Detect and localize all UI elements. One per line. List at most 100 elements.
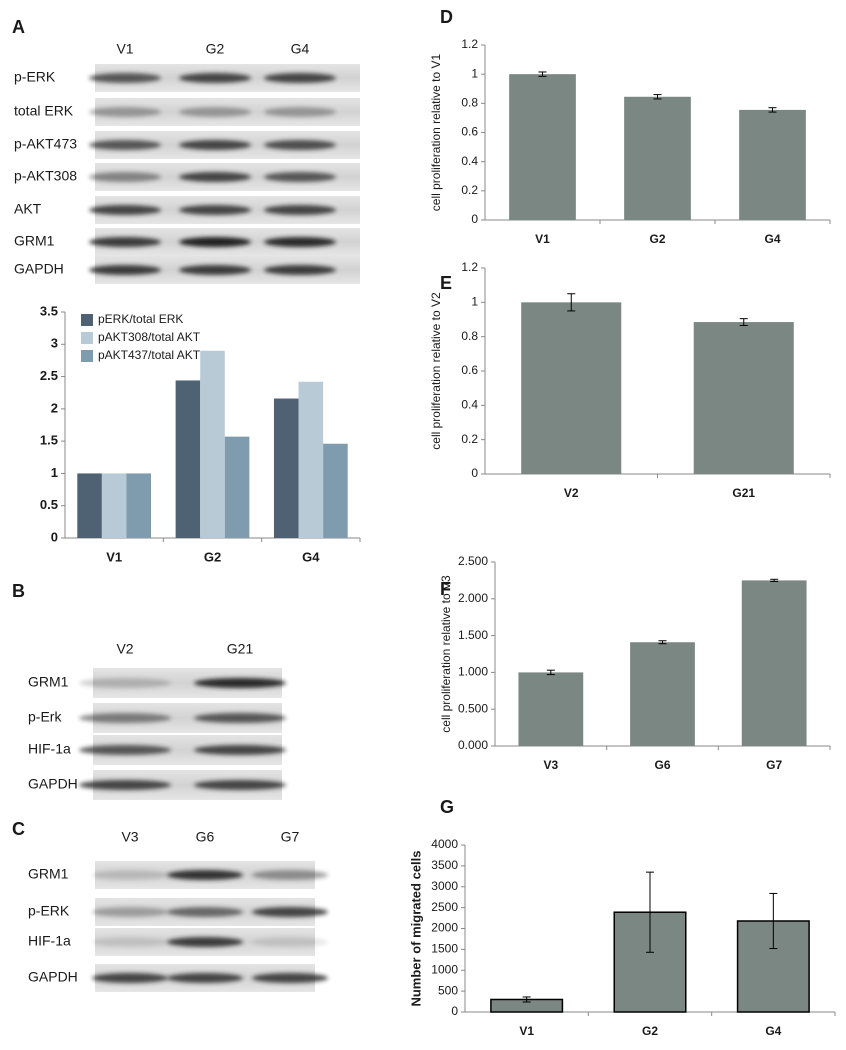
bar bbox=[175, 380, 201, 538]
panel-label: D bbox=[440, 7, 453, 27]
y-tick-label: 0.2 bbox=[461, 183, 478, 197]
bar bbox=[630, 642, 695, 746]
y-axis-label: cell proliferation relative to V1 bbox=[429, 53, 443, 211]
blot-band bbox=[179, 265, 251, 275]
y-axis-label: cell proliferation relative to V3 bbox=[439, 575, 453, 733]
lane-label: G2 bbox=[206, 41, 225, 57]
y-tick-label: 0.4 bbox=[461, 398, 478, 412]
x-tick-label: G7 bbox=[766, 758, 782, 772]
blot-row-label: p-ERK bbox=[14, 69, 56, 85]
blot-row-label: GRM1 bbox=[28, 674, 69, 690]
bar bbox=[624, 96, 691, 220]
y-tick-label: 1000 bbox=[431, 962, 458, 976]
lane-label: V2 bbox=[116, 641, 133, 657]
bar bbox=[126, 473, 152, 538]
lane-label: G21 bbox=[227, 641, 254, 657]
blot-band bbox=[79, 780, 171, 790]
lane-label: V3 bbox=[121, 829, 138, 845]
legend-label: pAKT308/total AKT bbox=[98, 330, 201, 344]
lane-label: G4 bbox=[291, 41, 310, 57]
x-tick-label: G4 bbox=[302, 549, 320, 564]
blot-row-label: p-AKT308 bbox=[14, 168, 77, 184]
blot-band bbox=[264, 265, 336, 275]
y-tick-label: 0.6 bbox=[461, 125, 478, 139]
blot-row-label: GRM1 bbox=[28, 866, 69, 882]
y-tick-label: 2500 bbox=[431, 900, 458, 914]
y-tick-label: 2.5 bbox=[40, 368, 58, 383]
blot-band bbox=[264, 205, 336, 215]
blot-row-label: p-Erk bbox=[28, 709, 62, 725]
y-tick-label: 0.6 bbox=[461, 363, 478, 377]
x-tick-label: G6 bbox=[654, 758, 670, 772]
blot-row-label: GAPDH bbox=[28, 776, 78, 792]
legend-label: pAKT437/total AKT bbox=[98, 348, 201, 362]
blot-band bbox=[92, 870, 168, 880]
y-tick-label: 500 bbox=[438, 983, 458, 997]
y-axis-label: Number of migrated cells bbox=[408, 850, 423, 1006]
y-tick-label: 2 bbox=[51, 400, 58, 415]
y-tick-label: 1.500 bbox=[458, 628, 488, 642]
y-tick-label: 0.000 bbox=[458, 738, 488, 752]
y-tick-label: 1.5 bbox=[40, 433, 58, 448]
panel-label: A bbox=[12, 17, 25, 37]
blot-row-label: p-ERK bbox=[28, 903, 70, 919]
y-tick-label: 0.8 bbox=[461, 96, 478, 110]
blot-band bbox=[264, 237, 336, 247]
blot-band bbox=[252, 907, 328, 917]
blot-band bbox=[89, 265, 161, 275]
blot-row-label: p-AKT473 bbox=[14, 136, 77, 152]
lane-label: V1 bbox=[116, 41, 133, 57]
blot-row-label: AKT bbox=[14, 201, 42, 217]
y-tick-label: 0.5 bbox=[40, 497, 58, 512]
x-tick-label: V2 bbox=[564, 486, 579, 500]
panel-label: E bbox=[440, 273, 452, 293]
blot-band bbox=[79, 713, 171, 723]
blot-band bbox=[89, 237, 161, 247]
blot-band bbox=[179, 172, 251, 182]
blot-band bbox=[79, 745, 171, 755]
y-tick-label: 0.8 bbox=[461, 329, 478, 343]
bar bbox=[273, 398, 299, 538]
blot-band bbox=[92, 907, 168, 917]
panel-label: C bbox=[12, 819, 25, 839]
y-tick-label: 2.500 bbox=[458, 554, 488, 568]
blot-band bbox=[179, 140, 251, 150]
x-tick-label: G4 bbox=[765, 1024, 781, 1038]
x-tick-label: G2 bbox=[204, 549, 221, 564]
lane-label: G6 bbox=[196, 829, 215, 845]
x-tick-label: G2 bbox=[649, 232, 665, 246]
blot-band bbox=[194, 678, 286, 688]
x-tick-label: G4 bbox=[764, 232, 780, 246]
y-tick-label: 1 bbox=[471, 66, 478, 80]
panel-label: G bbox=[440, 797, 454, 817]
blot-band bbox=[264, 140, 336, 150]
blot-band bbox=[179, 237, 251, 247]
y-tick-label: 3 bbox=[51, 336, 58, 351]
blot-row-label: GRM1 bbox=[14, 233, 55, 249]
blot-band bbox=[194, 713, 286, 723]
blot-row-label: GAPDH bbox=[28, 969, 78, 985]
blot-band bbox=[264, 172, 336, 182]
y-tick-label: 3.5 bbox=[40, 303, 58, 318]
y-tick-label: 1.2 bbox=[461, 37, 478, 51]
y-tick-label: 1.2 bbox=[461, 260, 478, 274]
y-tick-label: 1 bbox=[471, 295, 478, 309]
bar bbox=[521, 302, 622, 474]
blot-band bbox=[167, 973, 243, 983]
blot-band bbox=[89, 172, 161, 182]
y-tick-label: 0 bbox=[471, 212, 478, 226]
blot-row-label: HIF-1a bbox=[28, 741, 71, 757]
y-tick-label: 1500 bbox=[431, 942, 458, 956]
blot-band bbox=[252, 937, 328, 947]
blot-band bbox=[79, 678, 171, 688]
legend-label: pERK/total ERK bbox=[98, 312, 183, 326]
bar bbox=[101, 473, 127, 538]
x-tick-label: G21 bbox=[732, 486, 755, 500]
blot-band bbox=[167, 937, 243, 947]
blot-band bbox=[167, 907, 243, 917]
blot-band bbox=[92, 937, 168, 947]
blot-row-label: HIF-1a bbox=[28, 933, 71, 949]
blot-band bbox=[89, 205, 161, 215]
y-tick-label: 2.000 bbox=[458, 591, 488, 605]
